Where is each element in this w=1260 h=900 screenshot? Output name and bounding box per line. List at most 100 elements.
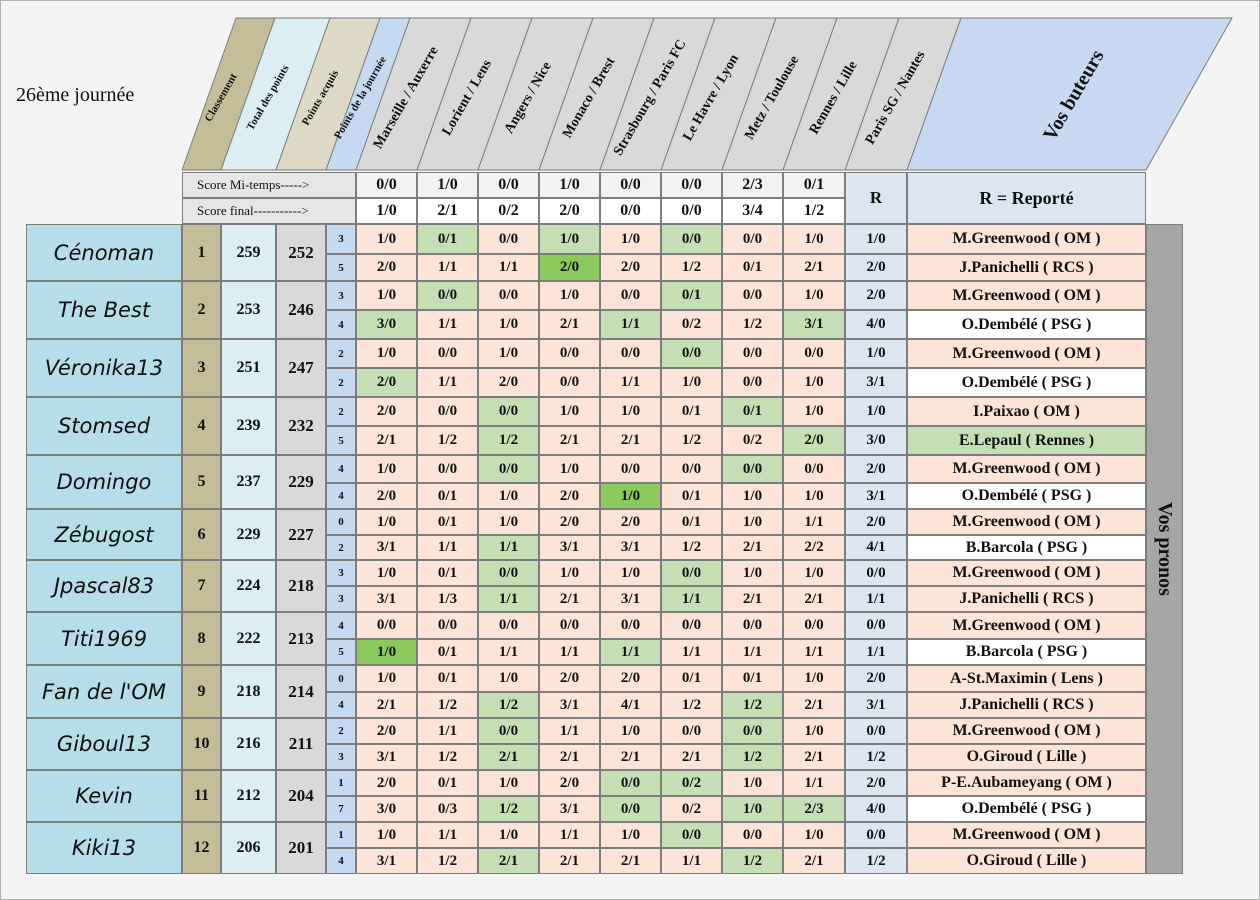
prediction-cell: 1/0 (600, 560, 661, 586)
prediction-cell: 3/1 (783, 310, 845, 339)
prediction-cell: 0/0 (417, 339, 478, 368)
scorer-cell: P-E.Aubameyang ( OM ) (907, 770, 1146, 796)
day-points: 2 (326, 535, 356, 560)
vos-pronos-label: Vos pronos (1146, 224, 1183, 874)
day-points: 2 (326, 368, 356, 397)
prediction-cell: 0/0 (661, 455, 722, 483)
reported-prediction: 3/1 (845, 483, 907, 509)
prediction-cell: 1/0 (783, 397, 845, 426)
prediction-cell: 3/1 (356, 586, 417, 612)
prediction-cell: 0/0 (600, 796, 661, 822)
halftime-score: 0/0 (600, 172, 661, 198)
day-points: 2 (326, 397, 356, 426)
prediction-cell: 1/0 (356, 224, 417, 254)
prediction-cell: 0/0 (722, 455, 783, 483)
prediction-cell: 2/1 (539, 426, 600, 455)
prediction-cell: 1/1 (539, 718, 600, 744)
prediction-cell: 2/1 (600, 848, 661, 874)
prediction-cell: 0/1 (722, 397, 783, 426)
prediction-cell: 1/0 (783, 483, 845, 509)
reported-prediction: 1/1 (845, 639, 907, 665)
header-match: Le Havre / Lyon (660, 17, 777, 171)
day-points: 7 (326, 796, 356, 822)
prediction-cell: 1/1 (417, 718, 478, 744)
player-total-points: 216 (221, 718, 276, 770)
prediction-cell: 1/0 (478, 665, 539, 692)
reported-header: R (845, 172, 907, 224)
prediction-cell: 0/0 (417, 612, 478, 639)
day-points: 3 (326, 560, 356, 586)
final-score: 1/2 (783, 198, 845, 224)
scorer-cell: O.Dembélé ( PSG ) (907, 368, 1146, 397)
reported-prediction: 4/1 (845, 535, 907, 560)
player-points-acquired: 211 (276, 718, 326, 770)
player-name: Véronika13 (26, 339, 182, 397)
prediction-cell: 2/0 (356, 483, 417, 509)
prediction-cell: 0/0 (600, 281, 661, 310)
halftime-score: 0/1 (783, 172, 845, 198)
prediction-cell: 0/0 (783, 339, 845, 368)
prediction-cell: 0/1 (661, 483, 722, 509)
final-score: 1/0 (356, 198, 417, 224)
prediction-cell: 0/0 (539, 368, 600, 397)
prediction-cell: 0/0 (722, 224, 783, 254)
prediction-cell: 2/1 (356, 426, 417, 455)
day-points: 2 (326, 718, 356, 744)
prediction-cell: 1/0 (722, 770, 783, 796)
prediction-cell: 2/1 (722, 535, 783, 560)
prediction-cell: 0/0 (722, 281, 783, 310)
prediction-cell: 3/1 (539, 692, 600, 718)
prediction-cell: 2/0 (356, 397, 417, 426)
player-total-points: 206 (221, 822, 276, 874)
prediction-cell: 1/0 (783, 224, 845, 254)
scorer-cell: J.Panichelli ( RCS ) (907, 586, 1146, 612)
prediction-cell: 2/1 (600, 426, 661, 455)
prediction-cell: 0/0 (661, 822, 722, 848)
prediction-cell: 0/0 (783, 455, 845, 483)
prediction-cell: 1/1 (661, 586, 722, 612)
prediction-cell: 1/2 (417, 426, 478, 455)
prediction-cell: 1/0 (783, 368, 845, 397)
scorer-cell: J.Panichelli ( RCS ) (907, 254, 1146, 281)
prediction-cell: 1/0 (783, 560, 845, 586)
day-points: 3 (326, 281, 356, 310)
reported-prediction: 0/0 (845, 822, 907, 848)
final-score: 2/1 (417, 198, 478, 224)
halftime-score: 0/0 (478, 172, 539, 198)
reported-prediction: 2/0 (845, 254, 907, 281)
prediction-cell: 2/0 (539, 483, 600, 509)
prediction-cell: 1/1 (478, 254, 539, 281)
prediction-cell: 1/2 (478, 796, 539, 822)
prediction-cell: 0/0 (661, 560, 722, 586)
prediction-cell: 2/0 (539, 254, 600, 281)
player-total-points: 253 (221, 281, 276, 339)
player-points-acquired: 227 (276, 509, 326, 560)
prediction-cell: 0/0 (356, 612, 417, 639)
prediction-cell: 1/0 (478, 770, 539, 796)
player-name: Titi1969 (26, 612, 182, 665)
prediction-cell: 0/3 (417, 796, 478, 822)
day-points: 4 (326, 310, 356, 339)
reported-prediction: 2/0 (845, 455, 907, 483)
prediction-cell: 3/0 (356, 796, 417, 822)
prediction-cell: 0/0 (722, 822, 783, 848)
player-points-acquired: 229 (276, 455, 326, 509)
reported-note: R = Reporté (907, 172, 1146, 224)
prediction-cell: 2/1 (478, 848, 539, 874)
prediction-cell: 0/2 (661, 796, 722, 822)
prediction-cell: 0/0 (478, 612, 539, 639)
player-total-points: 229 (221, 509, 276, 560)
scorer-cell: O.Dembélé ( PSG ) (907, 310, 1146, 339)
prediction-cell: 1/1 (783, 639, 845, 665)
prediction-cell: 1/0 (600, 483, 661, 509)
prediction-cell: 3/1 (600, 535, 661, 560)
player-total-points: 224 (221, 560, 276, 612)
prediction-cell: 1/2 (722, 744, 783, 770)
prediction-cell: 1/0 (722, 483, 783, 509)
prediction-cell: 0/0 (417, 455, 478, 483)
prediction-cell: 2/0 (539, 509, 600, 535)
player-points-acquired: 247 (276, 339, 326, 397)
scorer-cell: M.Greenwood ( OM ) (907, 339, 1146, 368)
prediction-cell: 1/1 (478, 535, 539, 560)
prediction-cell: 1/0 (661, 368, 722, 397)
